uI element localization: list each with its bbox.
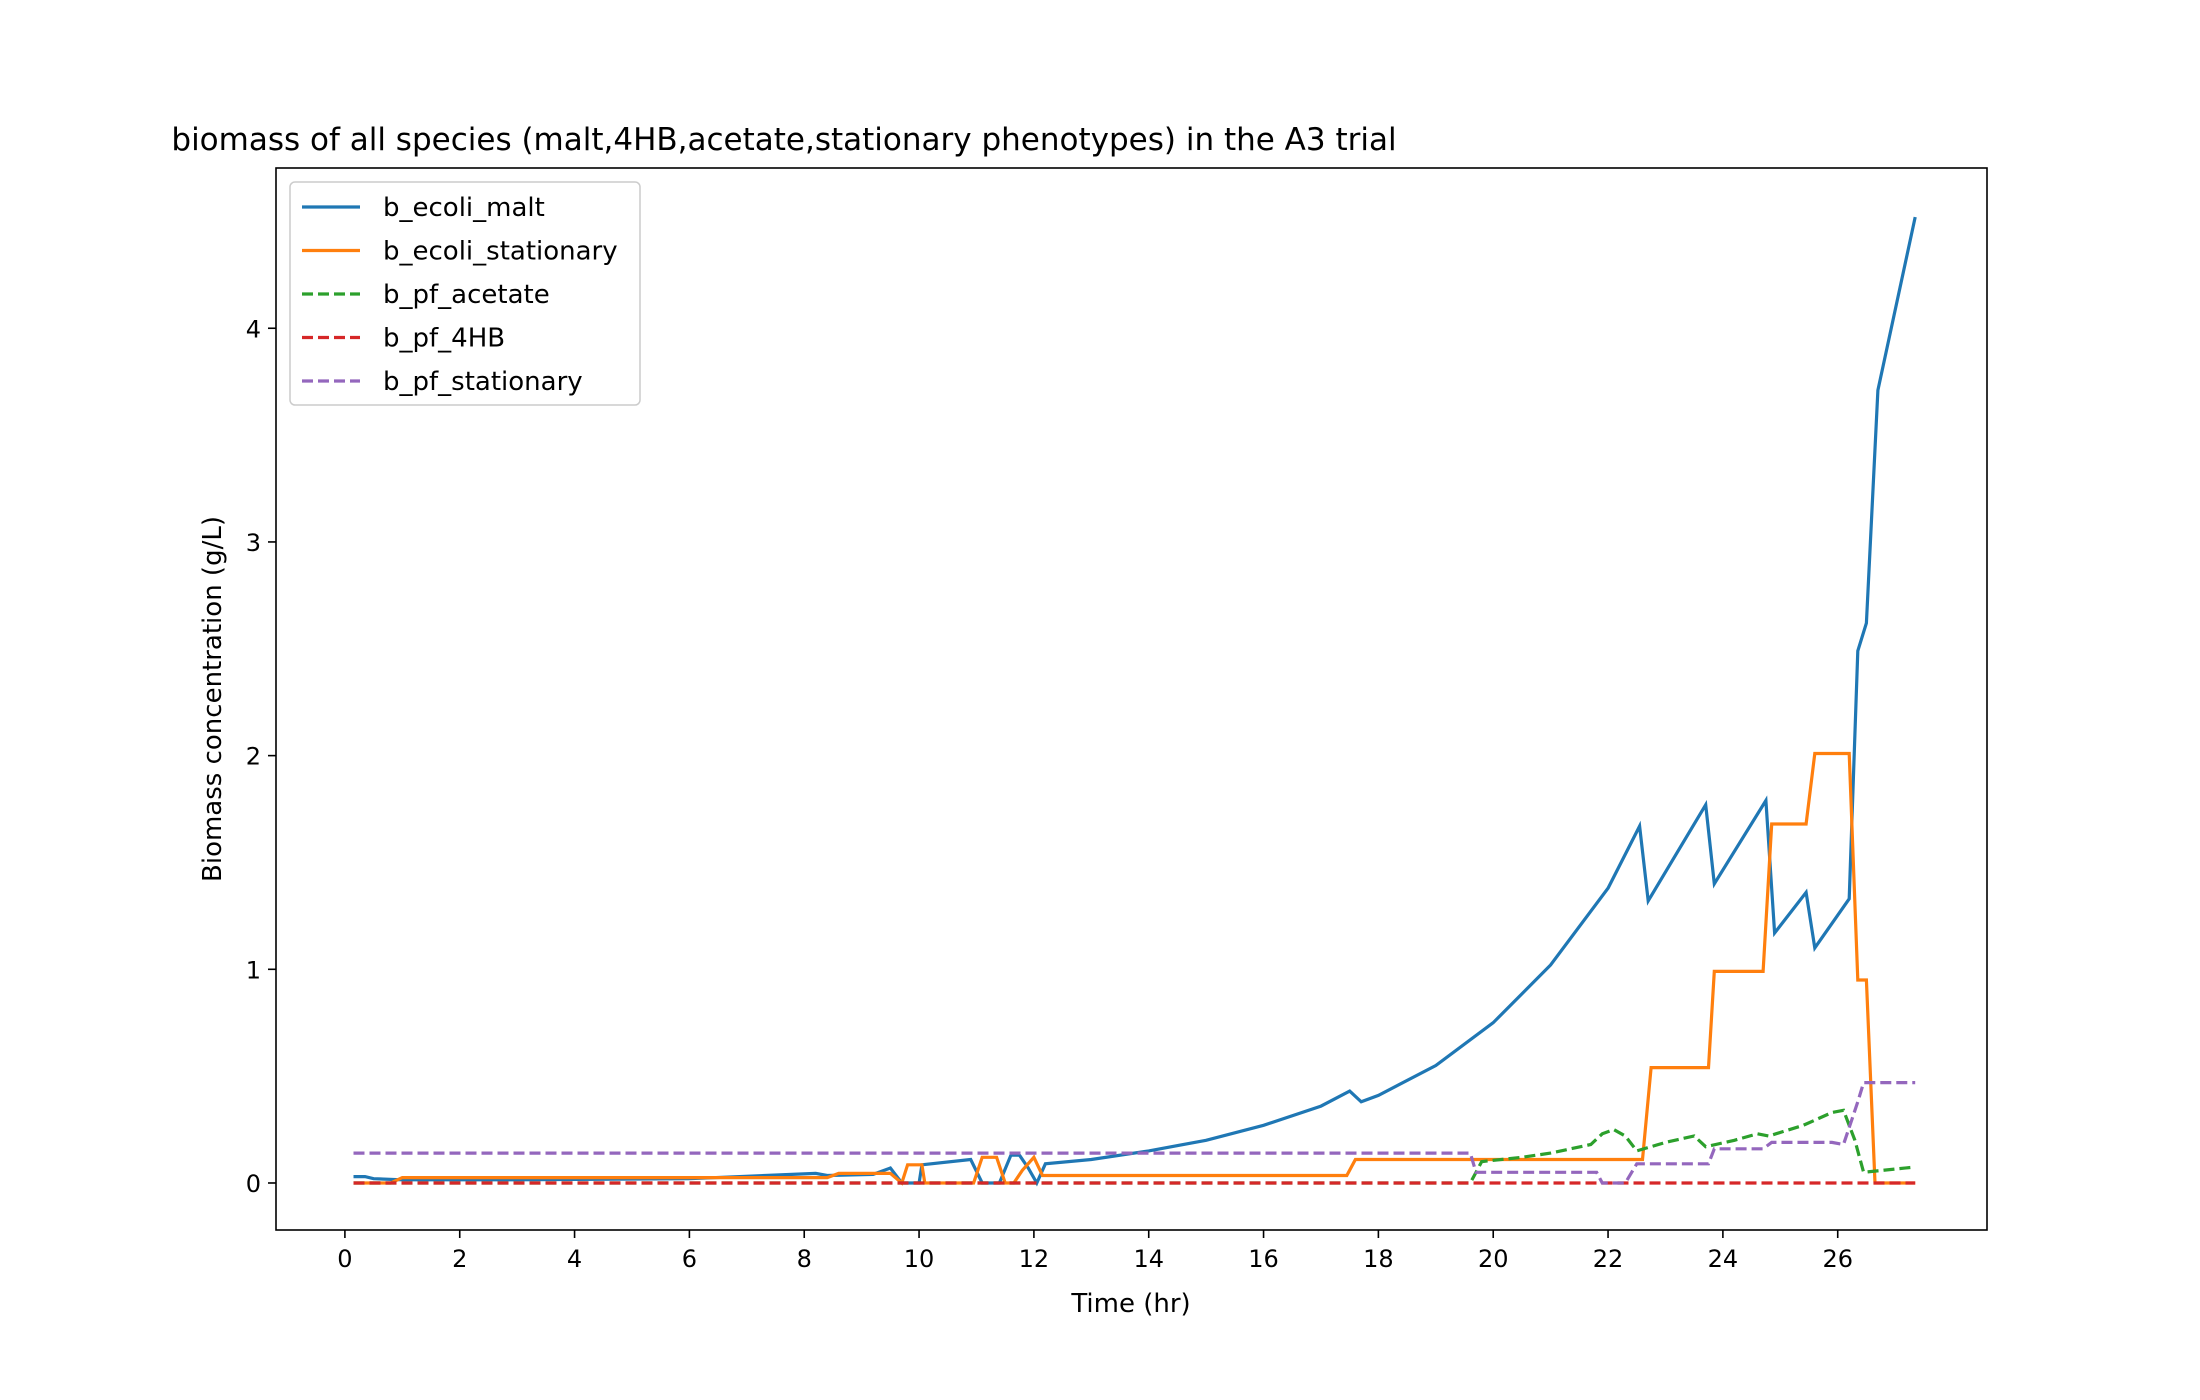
legend-label: b_pf_acetate — [383, 280, 550, 310]
y-tick-label: 3 — [246, 529, 261, 557]
plot-frame — [275, 167, 1988, 1231]
legend-label: b_ecoli_stationary — [383, 237, 618, 267]
x-tick-label: 24 — [1708, 1245, 1739, 1273]
x-tick-label: 14 — [1133, 1245, 1164, 1273]
x-axis-label: Time (hr) — [1070, 1289, 1190, 1319]
x-tick-label: 20 — [1478, 1245, 1509, 1273]
x-tick-label: 26 — [1822, 1245, 1853, 1273]
legend-label: b_pf_stationary — [383, 367, 583, 397]
y-axis: 0 1 2 3 4 — [246, 315, 276, 1198]
x-tick-label: 6 — [682, 1245, 697, 1273]
series-layer — [353, 216, 1917, 1187]
x-tick-label: 10 — [904, 1245, 935, 1273]
series-line-b-pf-stationary — [353, 1081, 1916, 1185]
chart-title: biomass of all species (malt,4HB,acetate… — [171, 122, 1396, 158]
y-tick-label: 4 — [246, 315, 261, 343]
x-tick-label: 2 — [452, 1245, 467, 1273]
x-tick-label: 18 — [1363, 1245, 1394, 1273]
series-line-b-pf-acetate — [353, 1108, 1916, 1185]
legend: b_ecoli_malt b_ecoli_stationary b_pf_aceta… — [289, 181, 641, 406]
x-tick-label: 22 — [1593, 1245, 1624, 1273]
plot-area — [275, 167, 1988, 1231]
legend-items: b_ecoli_malt b_ecoli_stationary b_pf_aceta… — [302, 193, 618, 397]
legend-label: b_ecoli_malt — [383, 193, 545, 223]
x-tick-label: 8 — [797, 1245, 812, 1273]
y-tick-label: 2 — [246, 743, 261, 771]
x-tick-label: 12 — [1019, 1245, 1050, 1273]
legend-frame — [289, 181, 641, 406]
y-axis-label: Biomass concentration (g/L) — [198, 516, 228, 882]
x-tick-label: 4 — [567, 1245, 582, 1273]
y-tick-label: 0 — [246, 1170, 261, 1198]
y-tick-label: 1 — [246, 956, 261, 984]
x-axis: 0 2 4 6 8 10 12 14 16 18 20 22 24 26 — [337, 1230, 1853, 1273]
legend-label: b_pf_4HB — [383, 324, 505, 354]
x-tick-label: 16 — [1248, 1245, 1279, 1273]
x-tick-label: 0 — [337, 1245, 352, 1273]
series-line-b-ecoli-stationary — [353, 751, 1916, 1186]
